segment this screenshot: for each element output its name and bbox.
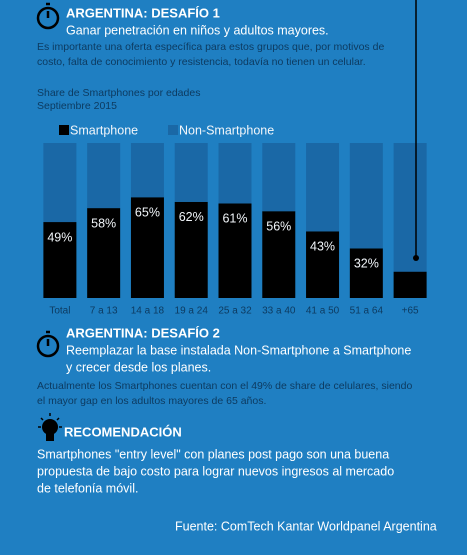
- paragraph-line: Es importante una oferta específica para…: [37, 41, 384, 53]
- chart: Smartphone Non-Smartphone 49% Total 58% 7 a 1…: [43, 123, 427, 317]
- x-tick-label: Total: [49, 306, 70, 317]
- paragraph-line: el mayor gap en los adultos mayores de 6…: [37, 395, 266, 407]
- x-tick-label: 19 a 24: [175, 306, 209, 317]
- bar-segment: [87, 208, 121, 298]
- bar-segment: [393, 271, 427, 298]
- x-tick-label: 7 a 13: [90, 306, 118, 317]
- bar-segment: [218, 143, 252, 204]
- x-tick-label: 25 a 32: [218, 306, 252, 317]
- chart-subtitle: Septiembre 2015: [37, 100, 117, 112]
- section-title: RECOMENDACIÓN: [64, 424, 182, 439]
- legend-label: Smartphone: [70, 123, 138, 137]
- bar-segment: [262, 211, 296, 298]
- value-label: 58%: [91, 216, 116, 230]
- bar-segment: [306, 143, 340, 232]
- legend-swatch: [59, 125, 69, 135]
- bulb-icon: [38, 413, 62, 441]
- value-label: 49%: [47, 230, 72, 244]
- paragraph-line: propuesta de bajo costo para lograr nuev…: [37, 464, 394, 478]
- paragraph-line: costo, falta de conocimiento y resistenc…: [37, 56, 366, 68]
- bar-segment: [349, 143, 383, 249]
- paragraph-line: de telefonía móvil.: [37, 481, 138, 495]
- bar-segment: [130, 197, 164, 298]
- value-label: 32%: [354, 257, 379, 271]
- section-subtitle: Reemplazar la base instalada Non-Smartph…: [66, 343, 411, 357]
- value-label: 65%: [135, 206, 160, 220]
- legend-label: Non-Smartphone: [179, 123, 274, 137]
- chart-title: Share de Smartphones por edades: [37, 87, 200, 99]
- bar-segment: [349, 248, 383, 298]
- bar-segment: [87, 143, 121, 209]
- bar-segment: [262, 143, 296, 212]
- bar-segment: [43, 143, 77, 223]
- legend-swatch: [168, 125, 178, 135]
- bar-segment: [130, 143, 164, 198]
- bar-segment: [174, 201, 208, 298]
- value-label: 56%: [266, 219, 291, 233]
- stopwatch-icon: [36, 330, 60, 358]
- section-subtitle: y crecer desde los planes.: [66, 360, 211, 374]
- section-title: ARGENTINA: DESAFÍO 1: [66, 5, 220, 20]
- x-tick-label: +65: [402, 306, 419, 317]
- section-subtitle: Ganar penetración en niños y adultos may…: [66, 23, 329, 37]
- stopwatch-icon: [36, 2, 60, 30]
- bar-segment: [43, 222, 77, 298]
- bar-segment: [306, 231, 340, 298]
- source: Fuente: ComTech Kantar Worldpanel Argent…: [175, 519, 437, 533]
- x-tick-label: 41 a 50: [306, 306, 340, 317]
- section-title: ARGENTINA: DESAFÍO 2: [66, 325, 220, 340]
- value-label: 43%: [310, 240, 335, 254]
- value-label: 62%: [179, 210, 204, 224]
- x-tick-label: 51 a 64: [350, 306, 384, 317]
- x-tick-label: 14 a 18: [131, 306, 165, 317]
- bar-segment: [174, 143, 208, 202]
- bar-segment: [218, 203, 252, 298]
- pointer: [413, 0, 419, 261]
- x-tick-label: 33 a 40: [262, 306, 296, 317]
- value-label: 61%: [222, 212, 247, 226]
- paragraph-line: Smartphones "entry level" con planes pos…: [37, 447, 389, 461]
- bar-segment: [393, 143, 427, 272]
- paragraph-line: Actualmente los Smartphones cuentan con …: [37, 380, 412, 392]
